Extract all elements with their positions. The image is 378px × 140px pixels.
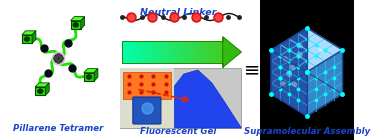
Text: $\equiv$: $\equiv$ [240, 60, 260, 80]
FancyBboxPatch shape [179, 41, 182, 63]
Ellipse shape [297, 52, 303, 57]
Text: Pillarene Tetramer: Pillarene Tetramer [13, 124, 103, 133]
Ellipse shape [37, 89, 43, 94]
FancyBboxPatch shape [162, 41, 166, 63]
Ellipse shape [24, 37, 30, 41]
FancyBboxPatch shape [212, 41, 216, 63]
FancyBboxPatch shape [196, 41, 199, 63]
Ellipse shape [86, 75, 92, 79]
FancyBboxPatch shape [120, 68, 175, 128]
FancyBboxPatch shape [149, 41, 152, 63]
FancyBboxPatch shape [120, 68, 242, 128]
FancyBboxPatch shape [219, 41, 223, 63]
Polygon shape [71, 17, 85, 21]
FancyBboxPatch shape [169, 41, 172, 63]
Polygon shape [271, 50, 307, 116]
FancyBboxPatch shape [135, 41, 138, 63]
FancyBboxPatch shape [206, 41, 209, 63]
FancyBboxPatch shape [132, 41, 135, 63]
FancyBboxPatch shape [159, 41, 162, 63]
FancyBboxPatch shape [189, 41, 192, 63]
FancyBboxPatch shape [138, 41, 142, 63]
Ellipse shape [282, 56, 288, 62]
Text: Neutral Linker: Neutral Linker [139, 8, 216, 17]
Text: Supramolecular Assembly: Supramolecular Assembly [244, 127, 370, 136]
FancyBboxPatch shape [182, 41, 186, 63]
FancyBboxPatch shape [172, 41, 175, 63]
Text: Fluorescent Gel: Fluorescent Gel [139, 127, 216, 136]
FancyBboxPatch shape [199, 41, 203, 63]
Ellipse shape [286, 71, 292, 77]
Polygon shape [223, 37, 242, 67]
Ellipse shape [280, 81, 287, 87]
Polygon shape [307, 50, 342, 116]
Polygon shape [175, 70, 242, 128]
Ellipse shape [290, 65, 296, 70]
Polygon shape [45, 83, 49, 95]
FancyBboxPatch shape [216, 41, 219, 63]
FancyBboxPatch shape [142, 41, 145, 63]
FancyBboxPatch shape [145, 41, 149, 63]
FancyBboxPatch shape [186, 41, 189, 63]
Ellipse shape [297, 43, 303, 48]
FancyBboxPatch shape [84, 73, 94, 81]
FancyBboxPatch shape [133, 97, 161, 124]
Ellipse shape [73, 23, 79, 27]
FancyBboxPatch shape [260, 0, 354, 140]
FancyBboxPatch shape [22, 35, 32, 43]
FancyBboxPatch shape [155, 41, 159, 63]
Polygon shape [32, 31, 36, 43]
FancyBboxPatch shape [166, 41, 169, 63]
FancyBboxPatch shape [35, 87, 45, 95]
FancyBboxPatch shape [203, 41, 206, 63]
FancyBboxPatch shape [124, 72, 171, 99]
FancyBboxPatch shape [175, 41, 179, 63]
Polygon shape [81, 17, 85, 29]
Polygon shape [94, 69, 98, 81]
FancyBboxPatch shape [125, 41, 129, 63]
FancyBboxPatch shape [192, 41, 196, 63]
FancyBboxPatch shape [122, 41, 125, 63]
Polygon shape [271, 28, 307, 94]
FancyBboxPatch shape [152, 41, 155, 63]
Polygon shape [22, 31, 36, 35]
Ellipse shape [291, 81, 297, 87]
FancyBboxPatch shape [209, 41, 212, 63]
Polygon shape [35, 83, 49, 87]
FancyBboxPatch shape [129, 41, 132, 63]
FancyBboxPatch shape [71, 21, 81, 29]
Polygon shape [84, 69, 98, 73]
Ellipse shape [318, 47, 324, 53]
Polygon shape [271, 28, 342, 72]
